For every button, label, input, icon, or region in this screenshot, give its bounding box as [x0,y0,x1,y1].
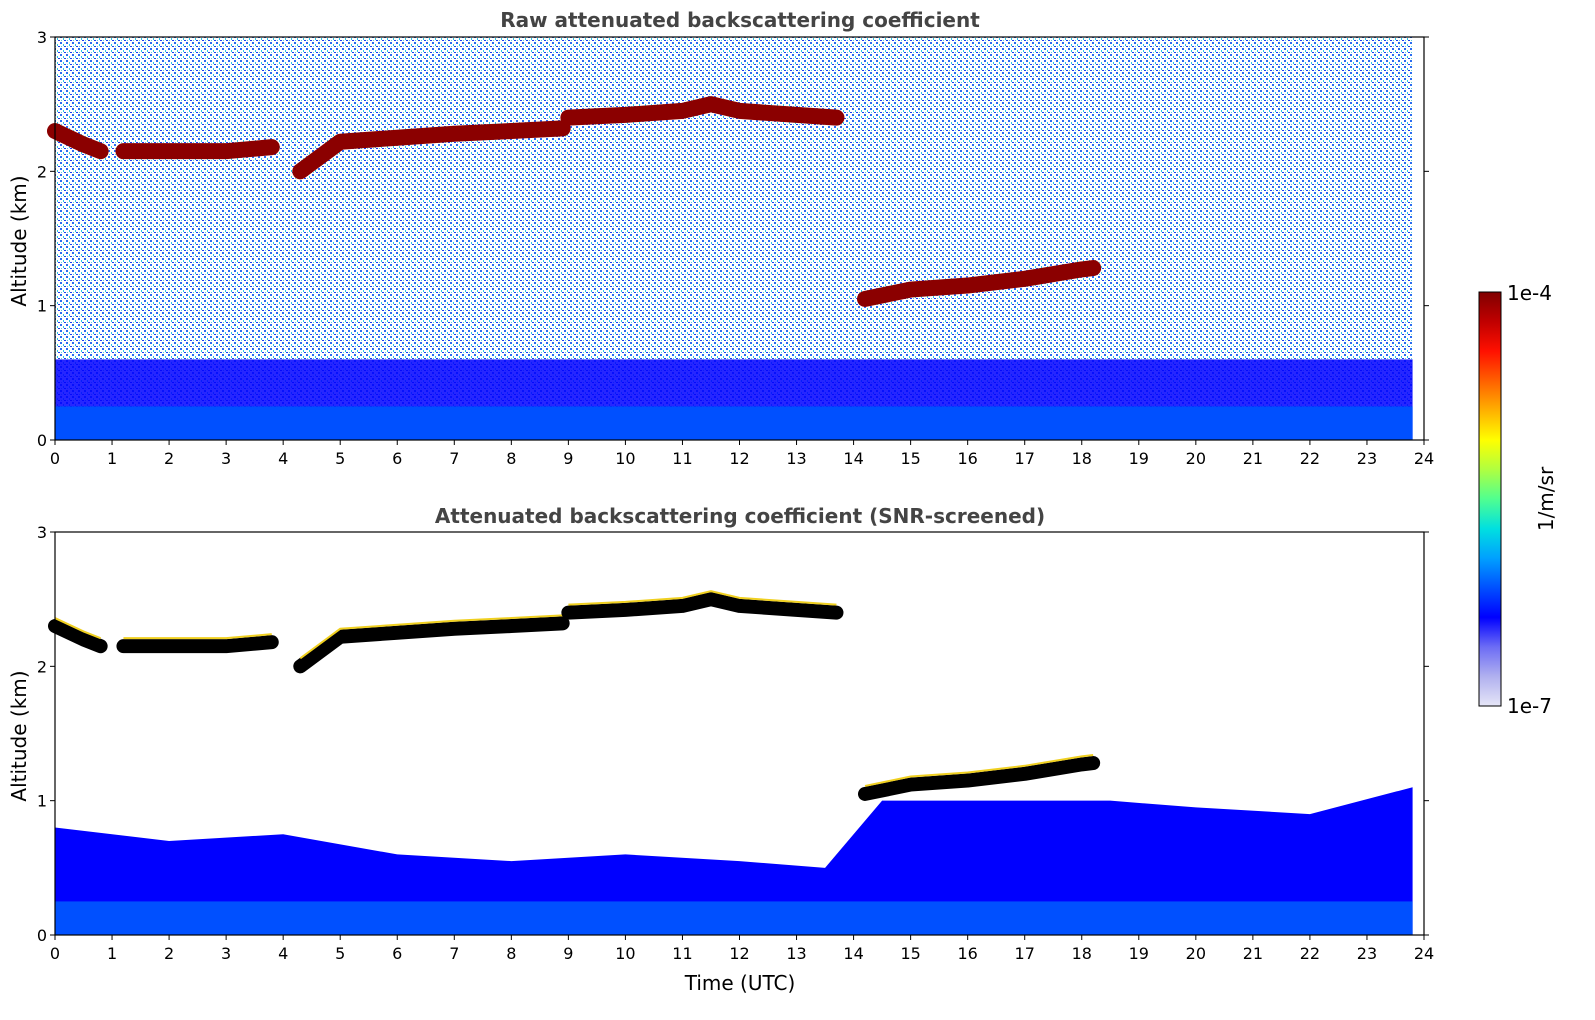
x-tick-label: 18 [1072,449,1092,468]
x-tick-label: 19 [1129,449,1149,468]
x-tick-label: 7 [449,944,459,963]
colorbar-unit-label: 1/m/sr [1534,466,1558,531]
cloud-layer-3 [560,96,845,126]
y-tick-label: 0 [37,431,47,450]
cloud-layer-edge-0 [54,617,101,640]
x-tick-label: 8 [506,944,516,963]
x-tick-label: 16 [957,449,977,468]
cloud-layer-0 [47,123,109,160]
x-tick-label: 2 [164,449,174,468]
colorbar-gradient [1478,291,1502,707]
surface-layer-band [55,406,1413,440]
cloud-layer-4 [857,756,1101,801]
cloud-layer-0 [48,619,108,654]
x-tick-label: 6 [392,944,402,963]
x-tick-label: 22 [1300,449,1320,468]
x-tick-label: 10 [615,449,635,468]
x-tick-label: 0 [50,944,60,963]
x-tick-label: 13 [786,449,806,468]
x-tick-label: 8 [506,449,516,468]
x-tick-label: 21 [1243,449,1263,468]
x-tick-label: 17 [1015,449,1035,468]
screened-backscatter-panel: Attenuated backscattering coefficient (S… [7,504,1434,995]
screened-plot-area: 0 1 2 3 4 5 6 7 8 9 10 11 12 13 14 15 16 17 18 19 20 21 22 23 24… [37,523,1434,963]
x-tick-label: 7 [449,449,459,468]
screened-y-axis-label: Altitude (km) [7,670,31,801]
x-tick-label: 23 [1357,944,1377,963]
x-tick-label: 20 [1186,944,1206,963]
cloud-layer-edge-4 [864,754,1094,787]
x-tick-label: 10 [615,944,635,963]
x-tick-label: 1 [107,449,117,468]
surface-layer-band [55,901,1413,935]
cloud-layer-3 [561,592,844,620]
x-tick-label: 23 [1357,449,1377,468]
colorbar-min-label: 1e-7 [1507,694,1552,718]
x-tick-label: 24 [1414,944,1434,963]
x-tick-label: 15 [900,944,920,963]
cloud-layer-edge-1 [123,633,272,640]
cloud-layer-2 [292,120,571,180]
x-tick-label: 9 [563,449,573,468]
x-tick-label: 5 [335,944,345,963]
cloud-layer-1 [116,635,279,654]
x-tick-label: 13 [786,944,806,963]
y-tick-label: 0 [37,926,47,945]
x-tick-label: 18 [1072,944,1092,963]
x-tick-label: 20 [1186,449,1206,468]
x-tick-label: 12 [729,944,749,963]
raw-panel-title: Raw attenuated backscattering coefficien… [500,8,980,32]
x-tick-label: 12 [729,449,749,468]
x-tick-label: 24 [1414,449,1434,468]
x-tick-label: 14 [843,944,863,963]
x-tick-label: 6 [392,449,402,468]
x-tick-label: 14 [843,449,863,468]
x-tick-label: 16 [957,944,977,963]
x-tick-label: 5 [335,449,345,468]
colorbar: 1e-4 1e-7 1/m/sr [1478,281,1558,718]
x-tick-label: 15 [900,449,920,468]
y-tick-label: 3 [37,28,47,47]
cloud-layer-edge-2 [299,614,563,660]
x-axis-label: Time (UTC) [684,971,796,995]
y-tick-label: 2 [37,162,47,181]
x-tick-label: 4 [278,944,288,963]
cloud-layer-1 [115,139,280,160]
x-tick-label: 9 [563,944,573,963]
x-tick-label: 3 [221,944,231,963]
x-tick-label: 11 [672,449,692,468]
cloud-layer-4 [856,260,1102,307]
screened-panel-title: Attenuated backscattering coefficient (S… [435,504,1045,528]
x-tick-label: 19 [1129,944,1149,963]
raw-plot-area: 0 1 2 3 4 5 6 7 8 9 10 11 12 13 14 15 16 17 18 19 20 21 22 23 24… [37,28,1434,468]
raw-y-axis-label: Altitude (km) [7,175,31,306]
x-tick-label: 17 [1015,944,1035,963]
boundary-layer-region [55,787,1413,935]
x-tick-label: 22 [1300,944,1320,963]
x-tick-label: 3 [221,449,231,468]
y-tick-label: 3 [37,523,47,542]
y-tick-label: 1 [37,792,47,811]
x-tick-label: 0 [50,449,60,468]
cloud-layer-edge-3 [568,590,837,606]
x-tick-label: 11 [672,944,692,963]
x-tick-label: 1 [107,944,117,963]
x-tick-label: 21 [1243,944,1263,963]
colorbar-max-label: 1e-4 [1507,281,1552,305]
x-tick-label: 4 [278,449,288,468]
y-tick-label: 2 [37,657,47,676]
x-tick-label: 2 [164,944,174,963]
raw-backscatter-panel: Raw attenuated backscattering coefficien… [7,8,1434,468]
cloud-layer-2 [293,616,570,674]
y-tick-label: 1 [37,297,47,316]
